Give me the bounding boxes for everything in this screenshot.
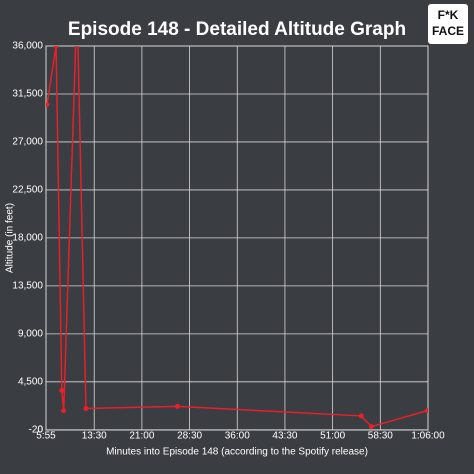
chart-title: Episode 148 - Detailed Altitude Graph — [68, 19, 406, 40]
plot-area — [46, 46, 428, 430]
logo-box — [428, 4, 468, 44]
data-point — [46, 102, 50, 108]
data-point — [424, 408, 428, 414]
data-point — [175, 403, 181, 409]
x-tick-label: 21:00 — [129, 431, 154, 442]
data-point — [83, 405, 89, 411]
logo-text: F*K — [438, 8, 459, 22]
plot-frame — [45, 45, 429, 431]
y-tick-label: 4,500 — [18, 376, 43, 387]
data-point — [358, 413, 364, 419]
logo: F*K FACE — [428, 4, 468, 44]
x-tick-label: 58:30 — [368, 431, 393, 442]
x-tick-label: 5:55 — [36, 431, 56, 442]
data-line — [46, 46, 428, 428]
x-tick-label: 43:30 — [272, 431, 297, 442]
x-tick-label: 28:30 — [177, 431, 202, 442]
x-tick-label: 13:30 — [82, 431, 107, 442]
x-axis-label: Minutes into Episode 148 (according to t… — [106, 447, 368, 458]
logo-text: FACE — [432, 24, 464, 38]
y-tick-label: 22,500 — [12, 185, 43, 196]
x-tick-label: 36:00 — [225, 431, 250, 442]
y-tick-label: 13,500 — [12, 281, 43, 292]
data-point — [368, 424, 374, 430]
data-point — [59, 387, 65, 393]
y-tick-label: 27,000 — [12, 137, 43, 148]
y-tick-label: 18,000 — [12, 233, 43, 244]
y-axis-label: Altitude (in feet) — [5, 203, 16, 273]
data-point — [61, 408, 67, 414]
x-tick-label: 1:06:00 — [411, 431, 445, 442]
y-tick-label: 9,000 — [18, 328, 43, 339]
y-tick-label: 31,500 — [12, 89, 43, 100]
data-point — [53, 46, 59, 49]
y-tick-label: 36,000 — [12, 41, 43, 52]
y-tick-label: 0 — [37, 424, 43, 435]
x-tick-label: 51:00 — [320, 431, 345, 442]
y-tick-label: -20 — [29, 425, 44, 436]
